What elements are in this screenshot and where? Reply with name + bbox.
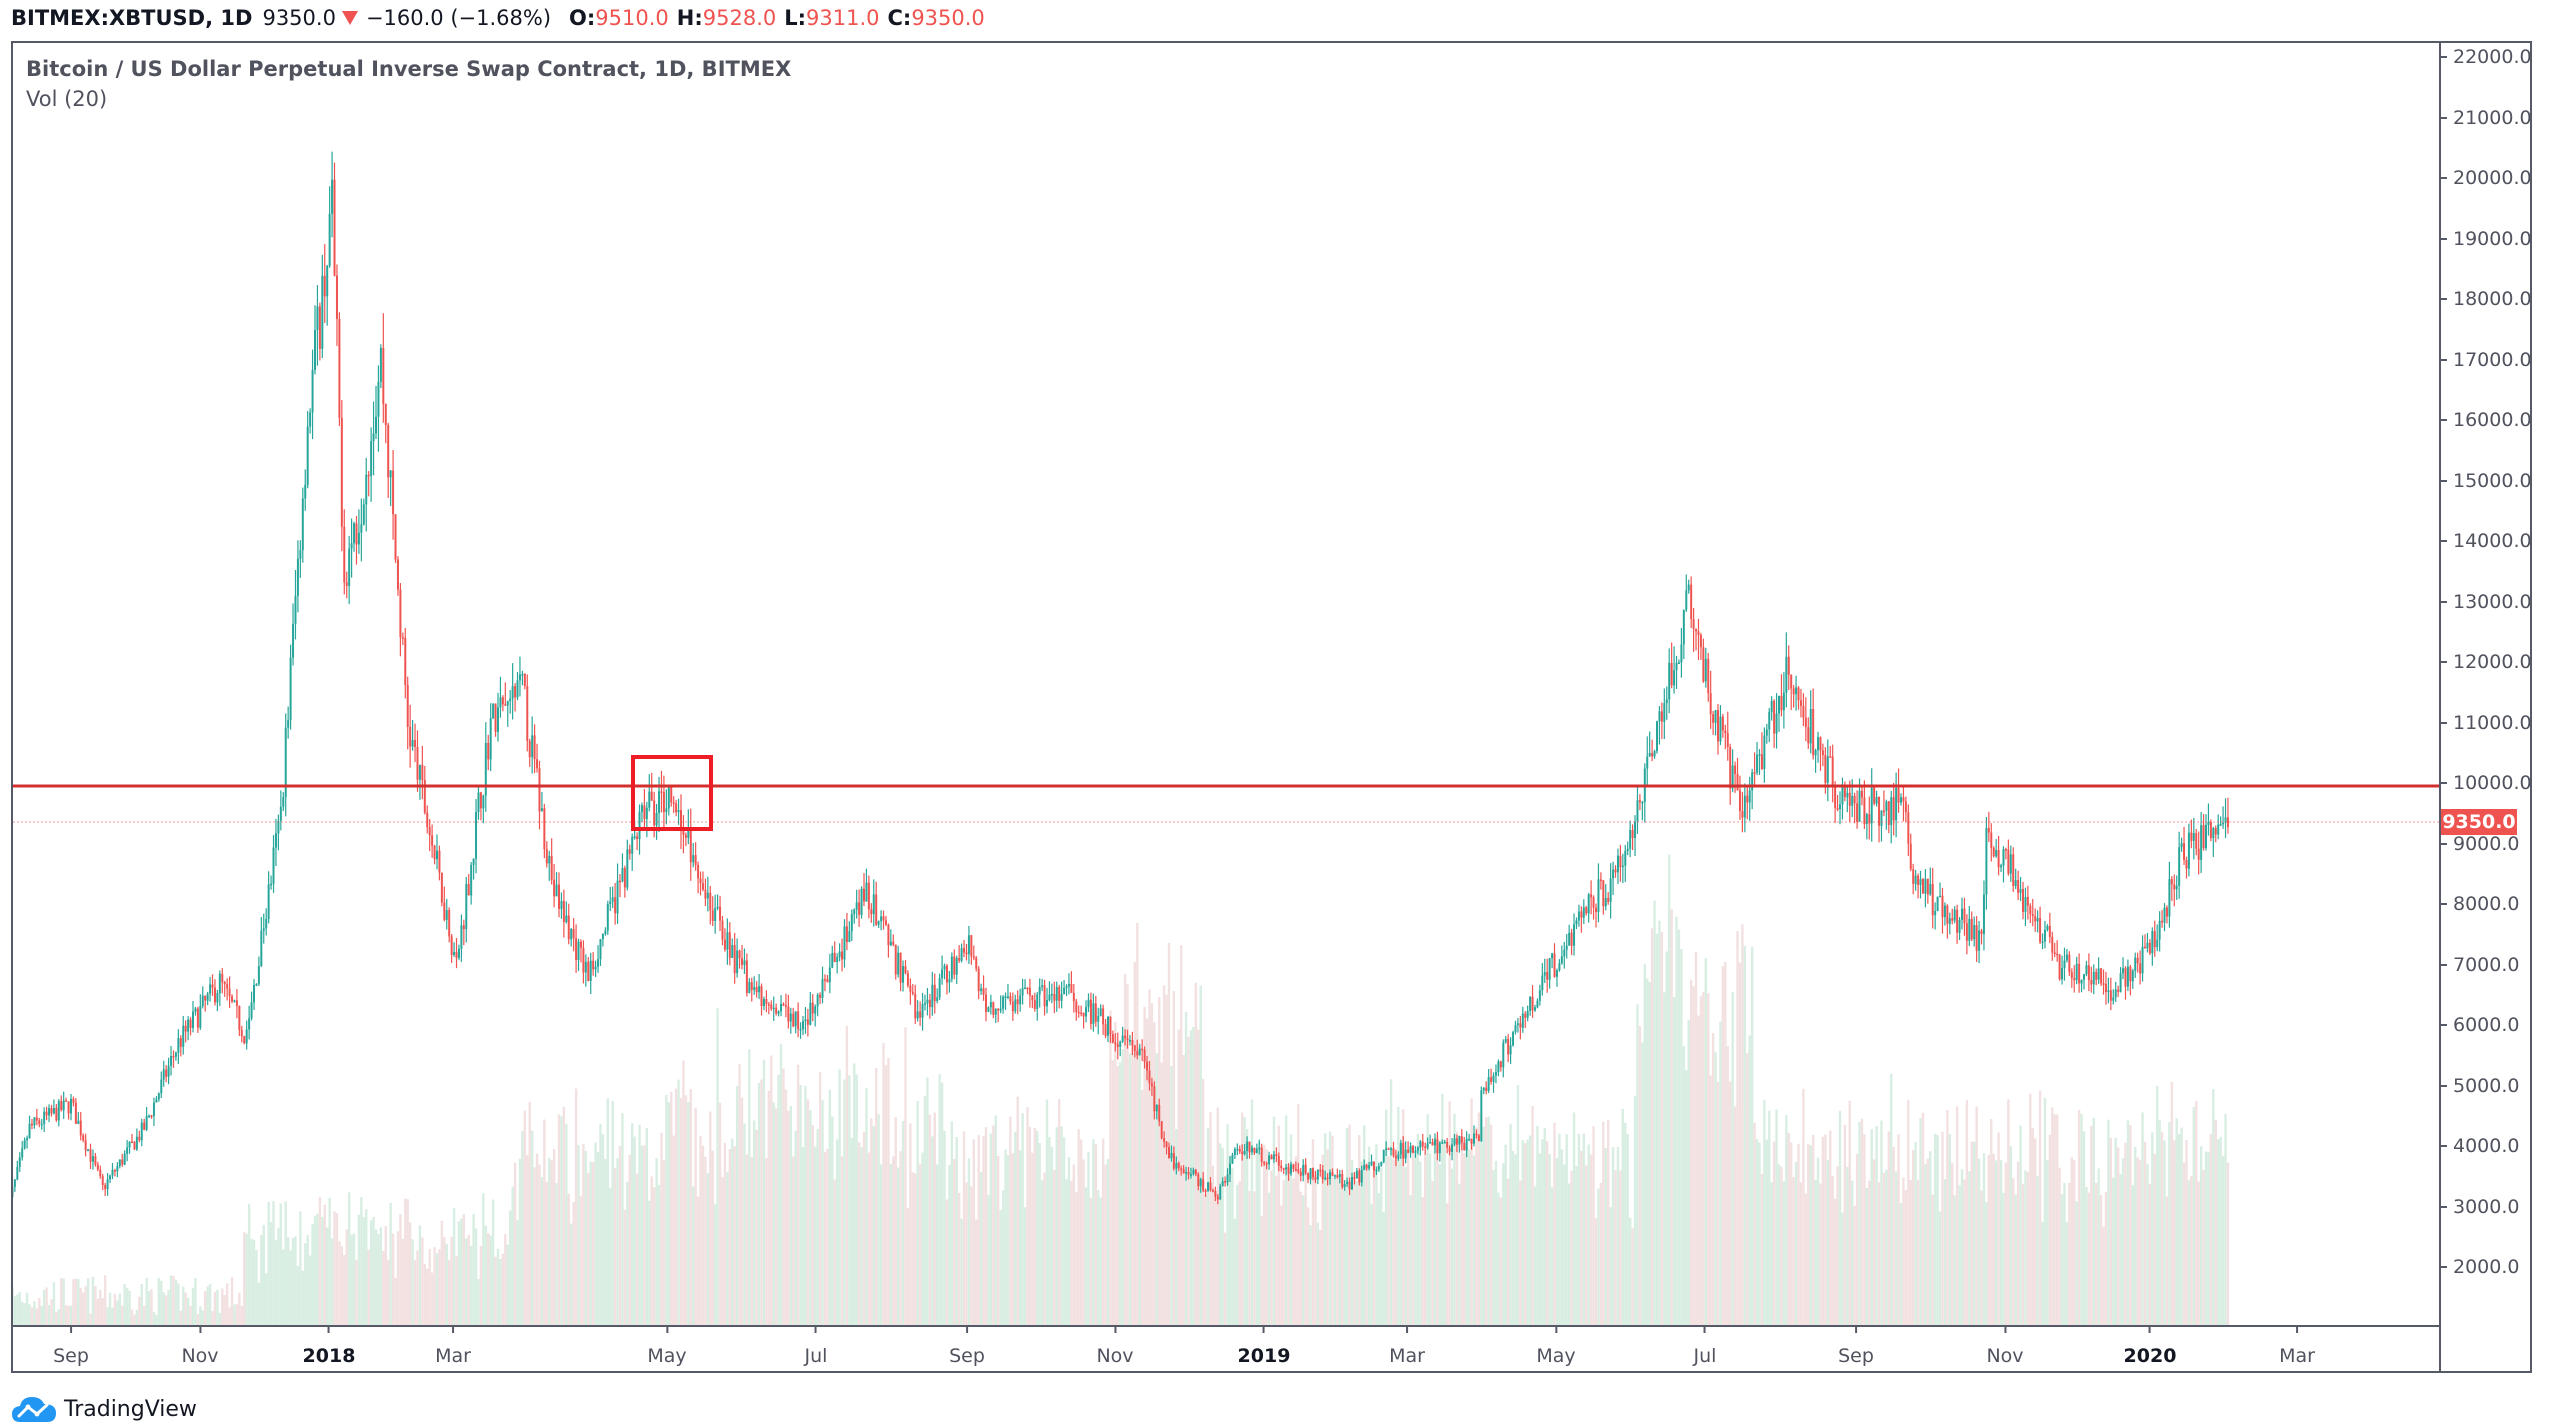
low-label: L: <box>784 6 807 30</box>
last-price: 9350.0 <box>262 6 336 30</box>
tradingview-cloud-icon <box>12 1397 56 1422</box>
chart-frame <box>11 41 2532 1373</box>
tradingview-branding[interactable]: TradingView <box>10 1394 197 1424</box>
time-tick: May <box>1536 1325 1576 1367</box>
price-tick: 9000.0 <box>2439 833 2519 855</box>
time-tick: May <box>647 1325 687 1367</box>
price-tick: 19000.0 <box>2439 228 2532 250</box>
price-tick: 5000.0 <box>2439 1075 2519 1097</box>
price-tick: 21000.0 <box>2439 107 2532 129</box>
chart-legend-title[interactable]: Bitcoin / US Dollar Perpetual Inverse Sw… <box>26 57 792 81</box>
time-tick: Mar <box>2279 1325 2315 1367</box>
price-tick: 7000.0 <box>2439 954 2519 976</box>
price-tick: 6000.0 <box>2439 1014 2519 1036</box>
price-tick: 4000.0 <box>2439 1135 2519 1157</box>
high-label: H: <box>676 6 703 30</box>
time-tick: Jul <box>805 1325 827 1367</box>
highlight-rectangle <box>631 755 713 831</box>
time-tick: 2020 <box>2124 1325 2176 1367</box>
time-tick: 2018 <box>303 1325 355 1367</box>
symbol-label[interactable]: BITMEX:XBTUSD, 1D <box>11 6 253 30</box>
candles <box>13 151 2229 1205</box>
price-tick: 16000.0 <box>2439 409 2532 431</box>
time-tick: Mar <box>435 1325 471 1367</box>
close-value: 9350.0 <box>911 6 985 30</box>
low-value: 9311.0 <box>806 6 880 30</box>
triangle-down-icon <box>341 11 358 25</box>
time-tick: Jul <box>1694 1325 1716 1367</box>
price-tick: 13000.0 <box>2439 591 2532 613</box>
high-value: 9528.0 <box>702 6 777 30</box>
tradingview-label: TradingView <box>64 1396 197 1422</box>
volume-bars <box>13 854 2230 1325</box>
price-tick: 14000.0 <box>2439 530 2532 552</box>
time-tick: Nov <box>1096 1325 1134 1367</box>
time-tick: Mar <box>1389 1325 1425 1367</box>
time-tick: Nov <box>181 1325 219 1367</box>
price-tick: 3000.0 <box>2439 1196 2519 1218</box>
close-label: C: <box>887 6 912 30</box>
symbol-header: BITMEX:XBTUSD, 1D 9350.0 −160.0 (−1.68%)… <box>11 2 985 34</box>
price-tick: 18000.0 <box>2439 288 2532 310</box>
price-tick: 22000.0 <box>2439 46 2532 68</box>
volume-legend[interactable]: Vol (20) <box>26 87 108 111</box>
time-tick: Sep <box>53 1325 89 1367</box>
time-tick: Sep <box>1838 1325 1874 1367</box>
price-axis[interactable] <box>2439 41 2532 1373</box>
price-tick: 8000.0 <box>2439 893 2519 915</box>
time-tick: Sep <box>949 1325 985 1367</box>
time-axis[interactable] <box>11 1325 2439 1373</box>
open-label: O: <box>569 6 596 30</box>
price-tick: 17000.0 <box>2439 349 2532 371</box>
price-tick: 15000.0 <box>2439 470 2532 492</box>
price-tick: 10000.0 <box>2439 772 2532 794</box>
time-tick: 2019 <box>1238 1325 1290 1367</box>
price-tick: 2000.0 <box>2439 1256 2519 1278</box>
price-chart-plot[interactable] <box>13 43 2439 1325</box>
price-change: −160.0 (−1.68%) <box>365 6 552 30</box>
time-tick: Nov <box>1986 1325 2024 1367</box>
price-tick: 12000.0 <box>2439 651 2532 673</box>
price-tick: 11000.0 <box>2439 712 2532 734</box>
last-price-tag: 9350.0 <box>2441 809 2517 835</box>
open-value: 9510.0 <box>595 6 669 30</box>
price-tick: 20000.0 <box>2439 167 2532 189</box>
